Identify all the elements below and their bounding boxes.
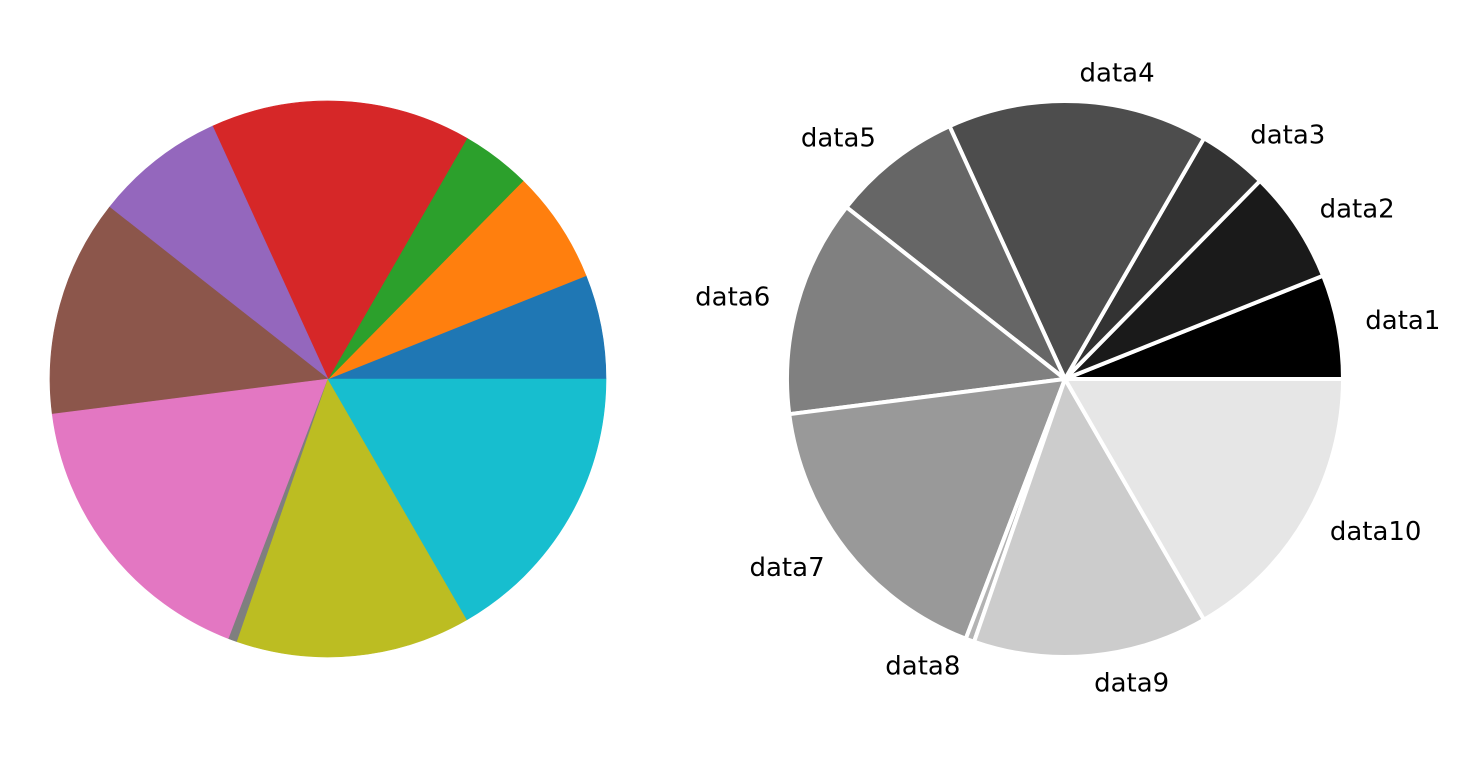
pie-slice-slice-4 — [212, 100, 468, 380]
pie-label-data4: data4 — [1080, 59, 1155, 89]
pie-slice-data6 — [785, 205, 1067, 417]
pie-slice-data10 — [1063, 377, 1345, 622]
pie-slice-slice-5 — [109, 125, 329, 380]
pie-label-data7: data7 — [750, 553, 825, 583]
pie-slice-slice-7 — [51, 378, 329, 640]
pie-label-data3: data3 — [1250, 121, 1325, 151]
pie-slice-data2 — [1063, 178, 1326, 381]
pie-label-data9: data9 — [1094, 668, 1169, 698]
pie-label-data2: data2 — [1320, 195, 1395, 225]
pie-label-data10: data10 — [1330, 517, 1422, 547]
pie-slice-slice-10 — [327, 378, 607, 621]
pie-label-data6: data6 — [695, 283, 770, 313]
pie-slice-data5 — [844, 124, 1067, 381]
pie-chart-plain — [49, 100, 607, 658]
pie-slice-data4 — [947, 98, 1206, 381]
pie-slice-slice-6 — [49, 206, 329, 415]
pie-label-data5: data5 — [801, 124, 876, 154]
pie-slice-slice-9 — [236, 378, 468, 658]
pie-label-data1: data1 — [1365, 306, 1440, 336]
pie-label-data8: data8 — [885, 651, 960, 681]
pie-chart-labeled: data1 data2 data3 data4 data5 data6 data7 data8… — [695, 59, 1440, 699]
pie-slice-data7 — [787, 377, 1067, 641]
pie-slice-slice-2 — [327, 180, 587, 380]
pie-slice-data9 — [972, 377, 1206, 660]
